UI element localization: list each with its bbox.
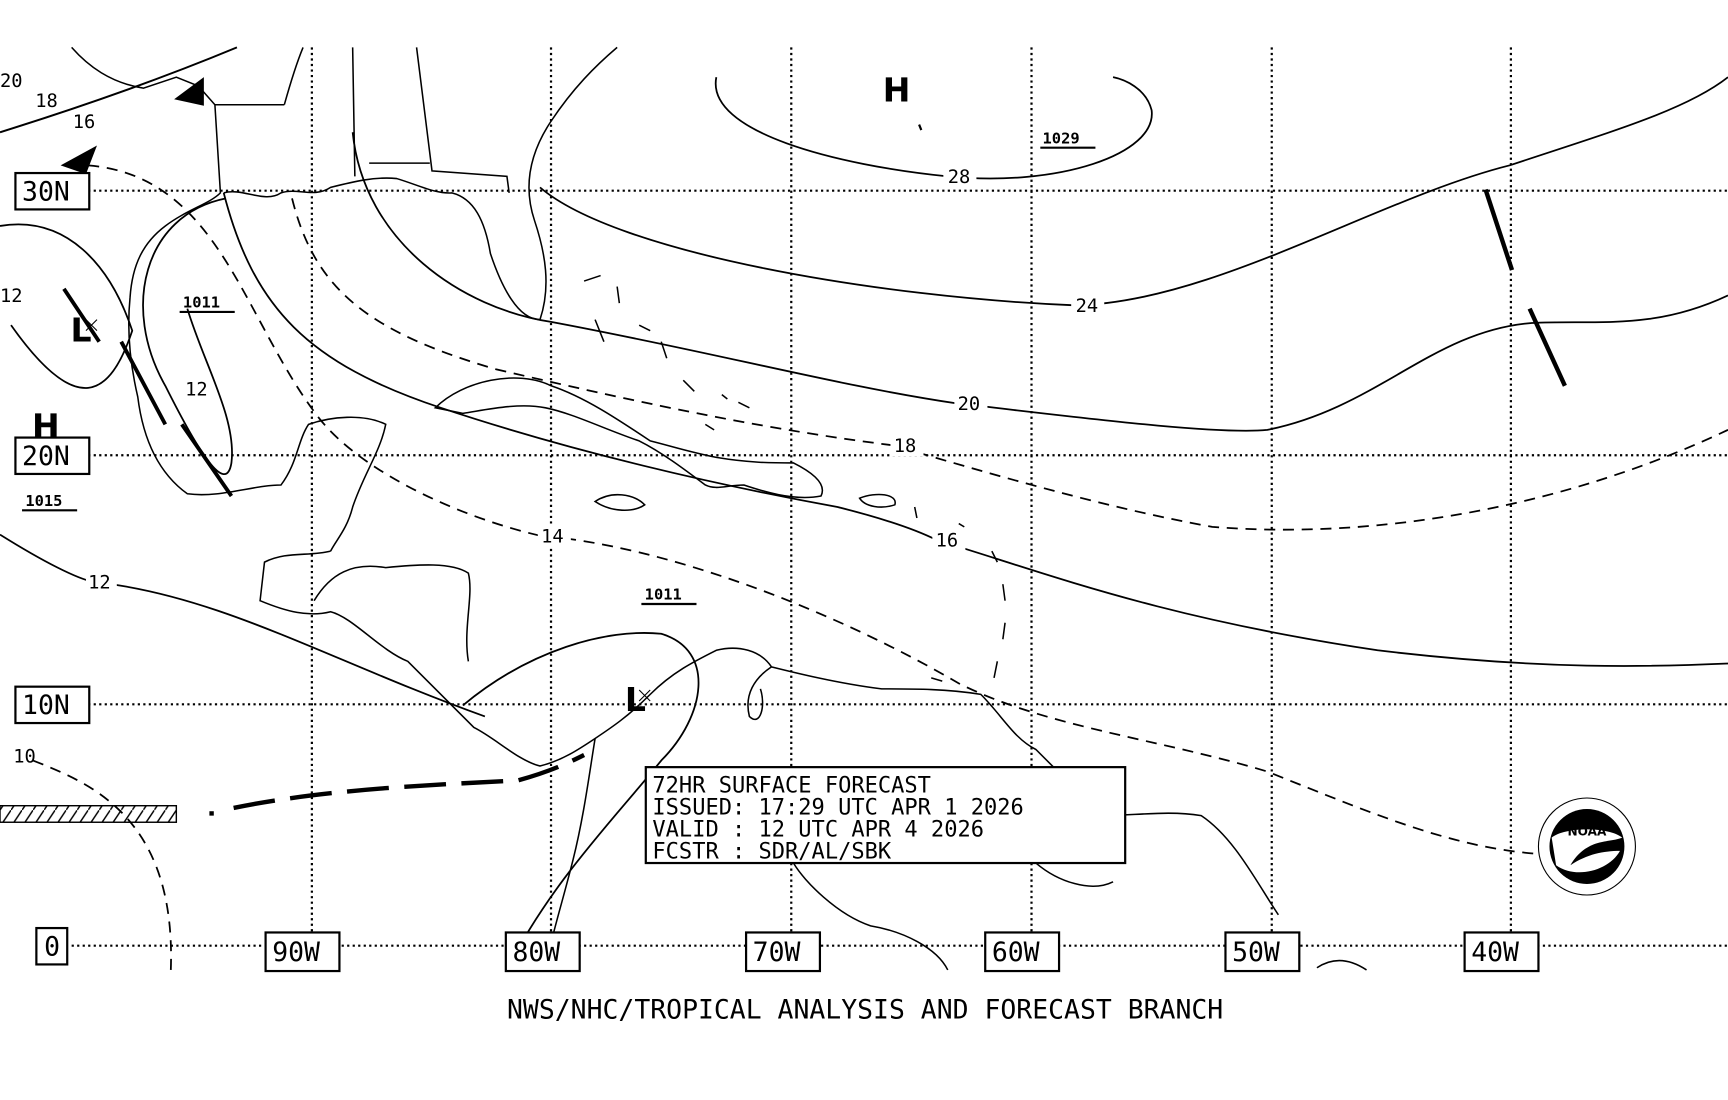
noaa-logo: NOAA [1537, 797, 1636, 896]
svg-text:24: 24 [1076, 296, 1099, 317]
svg-text:30N: 30N [22, 177, 70, 208]
svg-text:1015: 1015 [25, 492, 62, 510]
isobar-labels: 20 18 16 12 12 12 10 28 24 20 18 16 14 [0, 71, 1105, 768]
svg-text:28: 28 [948, 167, 971, 188]
lat-lon-grid [71, 47, 1728, 947]
svg-text:12: 12 [88, 573, 111, 594]
svg-text:L: L [71, 311, 92, 350]
svg-text:0: 0 [44, 932, 60, 963]
svg-text:16: 16 [936, 531, 959, 552]
troughs-and-fronts [0, 46, 1567, 816]
svg-text:14: 14 [541, 526, 564, 547]
hatched-region [0, 804, 178, 823]
latitude-labels: 30N 20N 10N 0 [14, 171, 91, 966]
svg-text:10N: 10N [22, 690, 70, 721]
svg-text:40W: 40W [1471, 937, 1519, 968]
svg-text:12: 12 [185, 380, 208, 401]
svg-text:ISSUED: 17:29 UTC APR 1 2026: ISSUED: 17:29 UTC APR 1 2026 [652, 796, 1023, 821]
pressure-systems: H 1029 H 1015 L 1011 L 1011 [22, 70, 1096, 719]
cold-front-triangle [174, 77, 204, 106]
svg-text:60W: 60W [992, 937, 1040, 968]
svg-text:70W: 70W [753, 937, 801, 968]
cold-front-triangle [60, 145, 97, 175]
svg-text:H: H [883, 70, 911, 109]
svg-text:90W: 90W [272, 937, 320, 968]
svg-text:20N: 20N [22, 441, 70, 472]
svg-text:20: 20 [958, 394, 981, 415]
low-pressure-caribbean: L 1011 [625, 586, 697, 719]
svg-text:20: 20 [0, 71, 23, 92]
svg-text:10: 10 [13, 747, 36, 768]
svg-text:1029: 1029 [1043, 129, 1080, 147]
high-pressure-1029: H 1029 [883, 70, 1096, 149]
svg-text:50W: 50W [1232, 937, 1280, 968]
svg-text:12: 12 [0, 286, 23, 307]
svg-text:80W: 80W [512, 937, 560, 968]
svg-text:16: 16 [73, 112, 96, 133]
footer-credit: NWS/NHC/TROPICAL ANALYSIS AND FORECAST B… [507, 994, 1223, 1025]
svg-text:VALID : 12 UTC APR 4 2026: VALID : 12 UTC APR 4 2026 [652, 818, 984, 843]
longitude-labels: 90W 80W 70W 60W 50W 40W [264, 931, 1540, 973]
svg-text:18: 18 [894, 436, 917, 457]
svg-text:1011: 1011 [645, 586, 682, 604]
svg-text:FCSTR : SDR/AL/SBK: FCSTR : SDR/AL/SBK [652, 840, 891, 865]
forecast-info-box: 72HR SURFACE FORECAST ISSUED: 17:29 UTC … [644, 766, 1127, 865]
svg-text:18: 18 [35, 91, 58, 112]
low-pressure-gulf: L 1011 [71, 294, 235, 350]
svg-text:L: L [625, 680, 646, 719]
svg-text:72HR SURFACE FORECAST: 72HR SURFACE FORECAST [652, 773, 931, 798]
svg-text:NOAA: NOAA [1568, 824, 1607, 838]
svg-text:1011: 1011 [183, 294, 220, 312]
